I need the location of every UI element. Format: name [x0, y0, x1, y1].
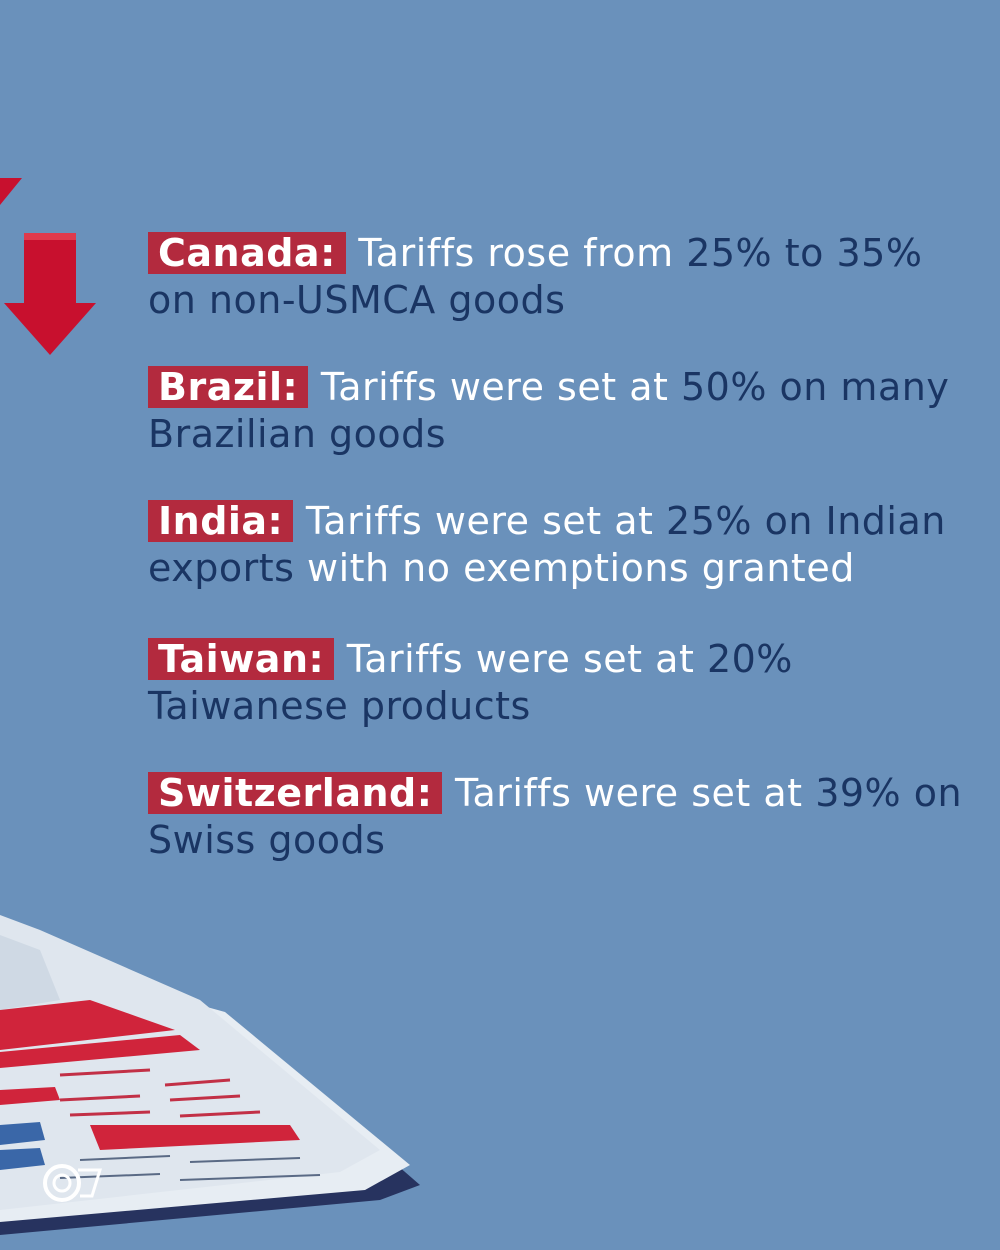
country-label: Taiwan:	[148, 638, 335, 680]
tariff-item-canada: Canada: Tariffs rose from 25% to 35% on …	[148, 230, 968, 324]
item-lead-text: Tariffs were set at	[320, 365, 669, 409]
item-detail-text: 20% Taiwanese products	[148, 637, 793, 728]
arrow-tip-icon	[0, 178, 22, 205]
item-lead-text: Tariffs were set at	[305, 499, 654, 543]
item-detail-text: 25% on Indian exports	[148, 499, 946, 590]
tariff-list: Canada: Tariffs rose from 25% to 35% on …	[148, 230, 968, 904]
country-label: Switzerland:	[148, 772, 443, 814]
tariff-item-switzerland: Switzerland: Tariffs were set at 39% on …	[148, 770, 968, 864]
brand-logo-icon	[43, 1164, 103, 1202]
tariff-item-india: India: Tariffs were set at 25% on Indian…	[148, 498, 968, 592]
country-label: Brazil:	[148, 366, 309, 408]
item-detail-text: 39% on Swiss goods	[148, 771, 963, 862]
tariff-item-brazil: Brazil: Tariffs were set at 50% on many …	[148, 364, 968, 458]
item-detail-extra-text: with no exemptions granted	[306, 546, 855, 590]
item-detail-text: 50% on many Brazilian goods	[148, 365, 950, 456]
country-label: Canada:	[148, 232, 346, 274]
newspaper-illustration	[0, 915, 420, 1235]
item-detail-text: 25% to 35% on non-USMCA goods	[148, 231, 923, 322]
item-lead-text: Tariffs rose from	[358, 231, 674, 275]
item-lead-text: Tariffs were set at	[455, 771, 803, 815]
down-arrow-icon	[4, 233, 96, 355]
tariff-item-taiwan: Taiwan: Tariffs were set at 20% Taiwanes…	[148, 636, 968, 730]
country-label: India:	[148, 500, 294, 542]
item-lead-text: Tariffs were set at	[346, 637, 695, 681]
